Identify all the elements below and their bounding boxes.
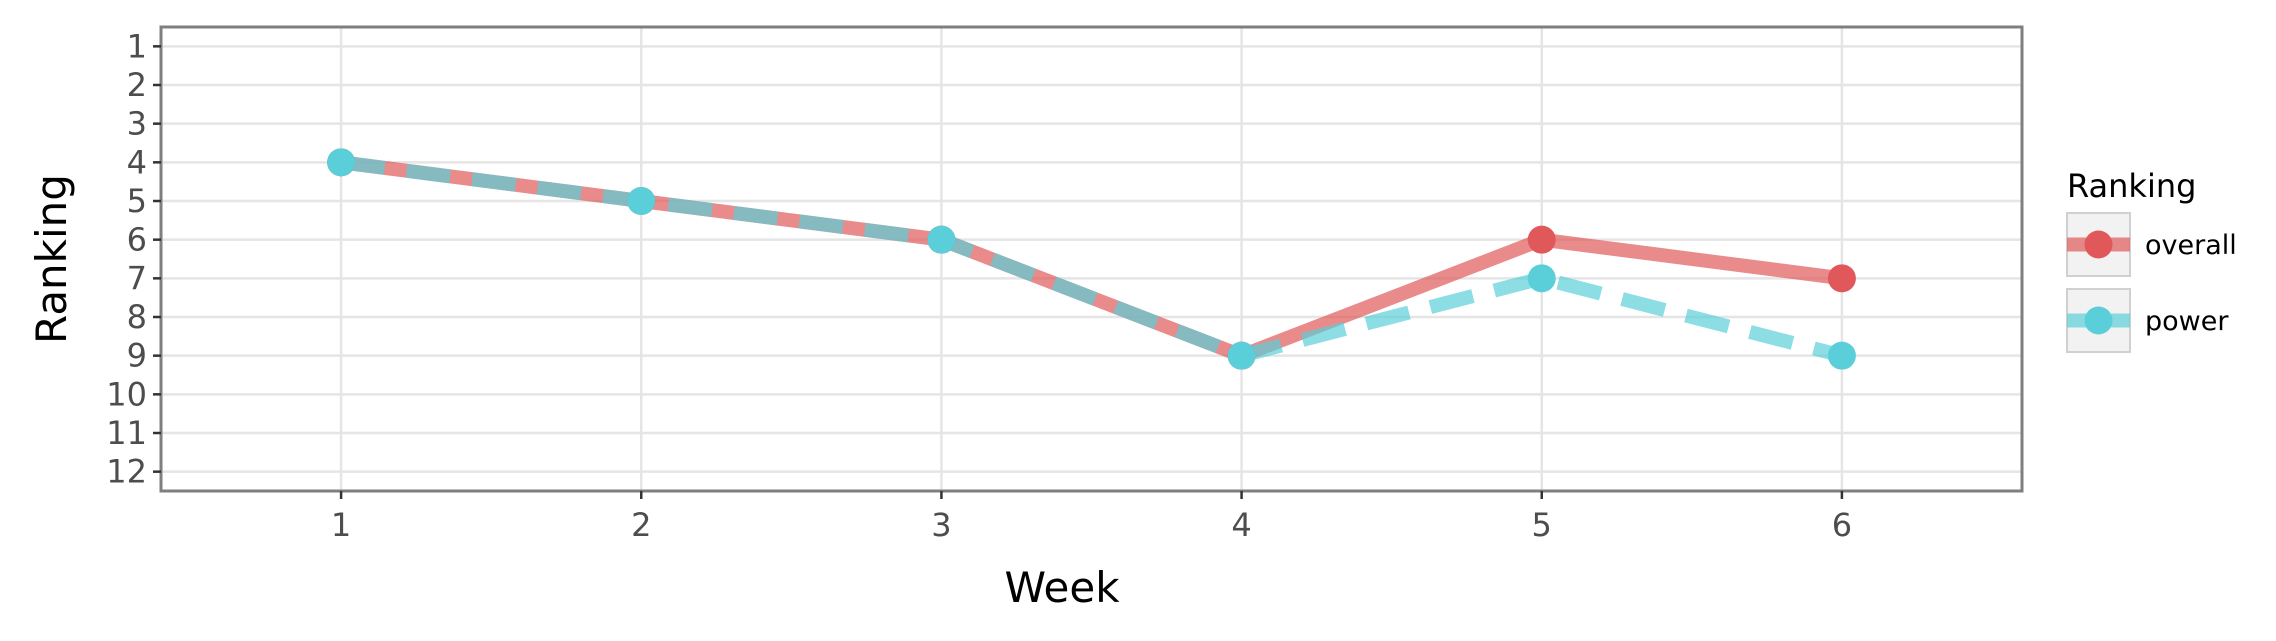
y-tick-label: 8	[127, 298, 147, 336]
series-line-power	[340, 155, 1844, 363]
y-tick-label: 6	[127, 221, 147, 259]
legend-items: overall power	[2066, 212, 2237, 353]
plot-frame	[159, 25, 2024, 493]
x-tick-label: 1	[331, 506, 351, 544]
y-tick-label: 12	[106, 453, 147, 491]
y-tick-label: 2	[127, 66, 147, 104]
series-lines	[340, 155, 1844, 363]
y-tick-label: 4	[127, 143, 147, 181]
data-point-power	[627, 187, 656, 215]
x-tick-label: 3	[931, 506, 951, 544]
legend-label: overall	[2145, 230, 2237, 261]
y-tick-label: 11	[106, 414, 147, 452]
legend: Ranking overall power	[2066, 167, 2237, 353]
legend-key-point	[2084, 230, 2113, 259]
data-point-overall	[1827, 264, 1856, 293]
y-tick-label: 1	[127, 27, 147, 65]
grid	[161, 27, 2022, 491]
y-tick-label: 3	[127, 105, 147, 143]
y-tick-label: 10	[106, 375, 147, 413]
data-point-power	[327, 148, 356, 177]
data-point-power	[1527, 264, 1556, 293]
x-tick-label: 4	[1231, 506, 1251, 544]
legend-label: power	[2145, 306, 2229, 337]
legend-title: Ranking	[2067, 167, 2196, 205]
series-points	[327, 148, 1856, 370]
y-tick-label: 5	[127, 182, 147, 220]
data-point-power	[1827, 341, 1856, 370]
data-point-power	[1227, 341, 1256, 370]
legend-key-point	[2084, 306, 2113, 335]
legend-item-power: power	[2066, 288, 2229, 353]
y-axis-title: Ranking	[27, 174, 76, 344]
y-tick-label: 9	[127, 337, 147, 375]
data-point-overall	[1527, 225, 1556, 254]
x-tick-label: 5	[1532, 506, 1552, 544]
y-tick-label: 7	[127, 259, 147, 297]
x-tick-label: 2	[631, 506, 651, 544]
x-tick-label: 6	[1832, 506, 1852, 544]
data-point-power	[927, 225, 956, 254]
x-axis-title: Week	[1004, 563, 1120, 612]
legend-item-overall: overall	[2066, 212, 2237, 277]
